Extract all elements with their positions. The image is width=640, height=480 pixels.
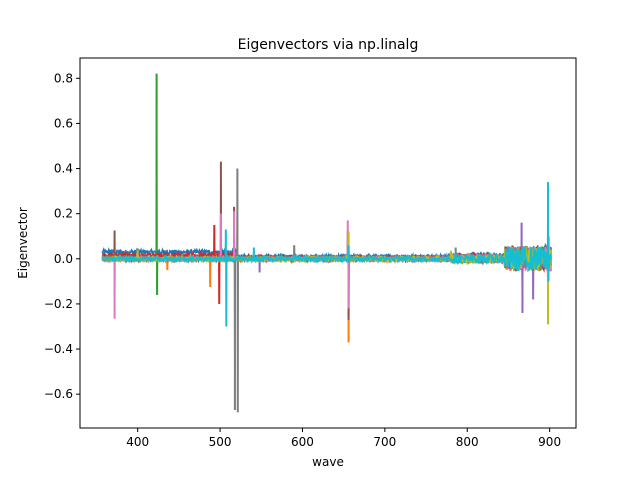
series-line-10: [101, 182, 552, 327]
y-tick-label: 0.4: [54, 162, 73, 176]
series-line-4: [101, 224, 553, 304]
axes-frame: [79, 57, 577, 429]
x-tick-label: 700: [373, 435, 396, 449]
y-tick-label: 0.8: [54, 71, 73, 85]
series-lines: [101, 73, 553, 413]
x-tick-label: 900: [538, 435, 561, 449]
y-tick-label: 0.6: [54, 116, 73, 130]
series-line-7: [101, 211, 553, 319]
x-ticks: 400 500 600 700 800 900: [126, 428, 561, 449]
x-tick-label: 400: [126, 435, 149, 449]
y-tick-label: −0.2: [44, 297, 73, 311]
y-tick-label: −0.4: [44, 342, 73, 356]
x-tick-label: 800: [456, 435, 479, 449]
y-tick-label: 0.0: [54, 252, 73, 266]
y-tick-label: 0.2: [54, 207, 73, 221]
series-line-5: [101, 222, 553, 313]
chart-title: Eigenvectors via np.linalg: [238, 37, 419, 53]
x-tick-label: 500: [209, 435, 232, 449]
y-tick-label: −0.6: [44, 387, 73, 401]
x-axis-label: wave: [312, 455, 344, 469]
y-axis-label: Eigenvector: [16, 207, 30, 279]
series-line-9: [101, 231, 553, 325]
y-ticks: −0.6 −0.4 −0.2 0.0 0.2 0.4 0.6 0.8: [44, 71, 80, 401]
series-line-6: [101, 161, 553, 320]
series-line-8: [101, 168, 553, 413]
x-tick-label: 600: [291, 435, 314, 449]
